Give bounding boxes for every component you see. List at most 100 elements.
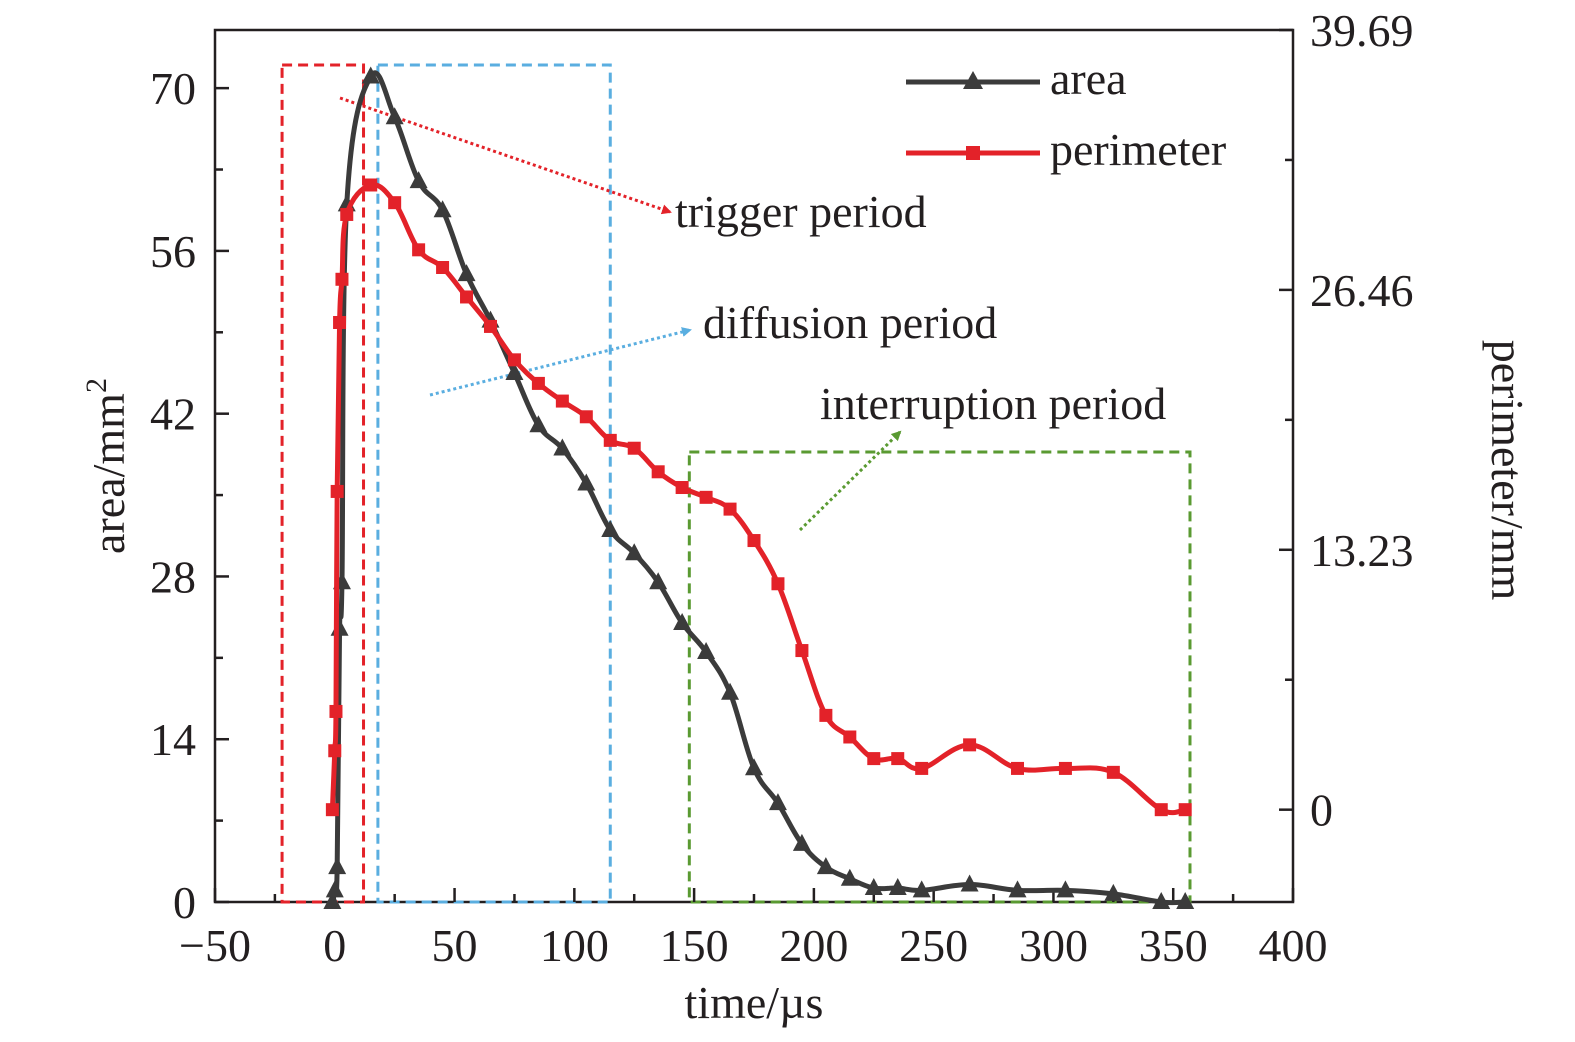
area-point [529,415,548,433]
perimeter-point [1011,761,1025,775]
perimeter-point [747,534,761,548]
perimeter-point [328,744,342,758]
area-point [840,868,859,886]
y-axis-title: area/mm2 [80,378,134,554]
perimeter-point [915,761,929,775]
perimeter-point [364,178,378,192]
perimeter-point [891,752,905,766]
perimeter-point [723,502,737,516]
perimeter-point [1154,803,1168,817]
y2-tick-label: 13.23 [1310,525,1414,576]
diffusion-arrow [429,327,692,397]
area-point [792,833,811,851]
area-point [768,793,787,811]
y-axis-title-base: area/mm [83,393,134,554]
x-tick-label: 100 [540,920,609,971]
y2-tick-label: 26.46 [1310,265,1414,316]
area-point [625,543,644,561]
perimeter-point [330,484,344,498]
area-point [330,618,349,636]
perimeter-point [436,260,450,274]
area-point [385,107,404,125]
perimeter-point [1106,765,1120,779]
area-point [323,892,342,909]
area-point [433,200,452,218]
area-point [1152,892,1171,909]
area-point [673,612,692,630]
legend-perimeter-marker [966,146,980,160]
area-point [409,171,428,189]
series-layer [323,66,1195,909]
y-tick-label: 28 [150,551,196,602]
period-boxes [280,63,1192,904]
area-point [649,572,668,590]
perimeter-point [412,243,426,257]
y-tick-label: 56 [150,226,196,277]
area-point [457,264,476,282]
area-point [1104,883,1123,901]
area-point [1056,880,1075,898]
interruption-arrow [798,430,902,532]
perimeter-point [388,196,402,210]
y-tick-label: 14 [150,714,196,765]
perimeter-point [795,644,809,658]
legend: area perimeter [906,53,1226,175]
area-point [601,519,620,537]
area-point [361,66,380,84]
area-point [912,880,931,898]
area-point [864,878,883,896]
area-point [1176,892,1195,909]
perimeter-point [329,704,343,718]
perimeter-point [507,353,521,367]
legend-perimeter-label: perimeter [1050,124,1226,175]
x-tick-label: 250 [899,920,968,971]
trigger-arrow [339,96,672,215]
x-tick-label: 50 [432,920,478,971]
legend-area-marker [963,71,983,89]
area-point [721,682,740,700]
y2-tick-label: 39.69 [1310,5,1414,56]
annotation-trigger-label: trigger period [675,186,927,237]
x-tick-label: 150 [660,920,729,971]
perimeter-point [579,410,593,424]
x-axis: −50 0 50 100 150 200 250 300 350 400 [179,888,1328,971]
perimeter-point [819,708,833,722]
area-point [960,874,979,892]
period-box [376,63,612,904]
area-point [325,880,344,898]
perimeter-point [335,272,349,286]
perimeter-point [555,394,569,408]
annotation-arrows [339,96,902,532]
area-line [329,70,1188,906]
perimeter-point [325,803,339,817]
x-tick-label: 350 [1139,920,1208,971]
x-tick-label: 400 [1259,920,1328,971]
annotation-interruption-label: interruption period [820,378,1166,429]
y-axis-title-sup: 2 [80,378,113,393]
x-axis-title: time/µs [685,977,824,1028]
perimeter-point [699,490,713,504]
area-point [888,878,907,896]
perimeter-point [963,738,977,752]
area-point [553,438,572,456]
perimeter-point [333,316,347,330]
legend-area-label: area [1050,53,1127,104]
perimeter-point [531,376,545,390]
y-tick-label: 42 [150,389,196,440]
area-point [577,473,596,491]
perimeter-point [1058,761,1072,775]
x-tick-label: 0 [323,920,346,971]
y-tick-label: 0 [173,877,196,928]
y-axis-left: 0 14 28 42 56 70 [150,63,229,928]
y2-axis-title: perimeter/mm [1482,340,1533,601]
area-point [745,758,763,776]
y2-tick-label: 0 [1310,785,1333,836]
perimeter-point [651,465,665,479]
perimeter-point [627,441,641,455]
annotation-diffusion-label: diffusion period [703,297,997,348]
perimeter-point [340,207,354,221]
area-point [697,642,716,660]
perimeter-point [867,752,881,766]
perimeter-point [771,577,785,591]
